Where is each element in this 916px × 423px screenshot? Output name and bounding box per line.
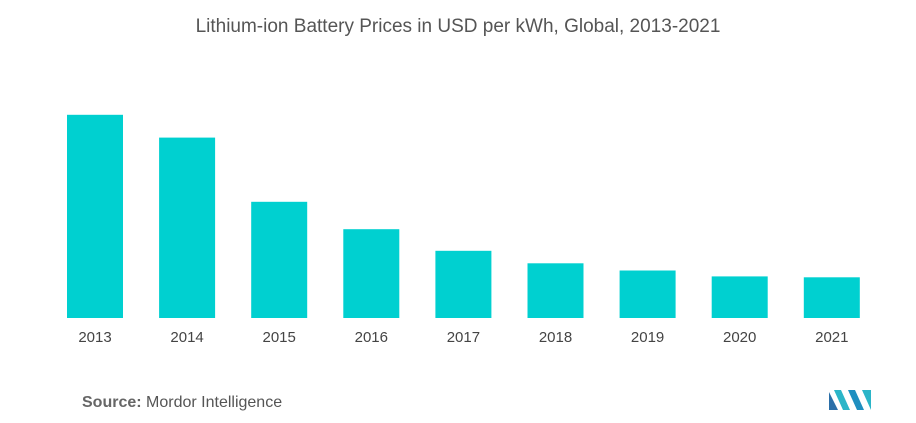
x-tick-label-2015: 2015 [263, 329, 296, 346]
x-tick-label-2019: 2019 [631, 329, 664, 346]
x-tick-label-2017: 2017 [447, 329, 480, 346]
bar-2015 [251, 201, 308, 318]
x-tick-label-2018: 2018 [539, 329, 572, 346]
x-tick-label-2014: 2014 [170, 329, 203, 346]
bar-2019 [619, 270, 676, 318]
source-text: Mordor Intelligence [146, 394, 283, 411]
x-tick-label-2016: 2016 [355, 329, 388, 346]
bar-2014 [159, 137, 216, 318]
source-label: Source: [82, 394, 142, 411]
bar-2021 [803, 277, 860, 318]
bar-2016 [343, 229, 400, 318]
x-tick-label-2020: 2020 [723, 329, 756, 346]
bar-2013 [67, 114, 123, 318]
chart-title: Lithium-ion Battery Prices in USD per kW… [195, 16, 721, 37]
x-tick-label-2021: 2021 [815, 329, 848, 346]
x-tick-label-2013: 2013 [78, 329, 111, 346]
bar-2020 [711, 276, 768, 318]
mordor-intelligence-logo-icon [829, 390, 871, 410]
source-note: Source: Mordor Intelligence [82, 394, 282, 412]
bar-2018 [527, 263, 584, 318]
bar-2017 [435, 250, 492, 318]
